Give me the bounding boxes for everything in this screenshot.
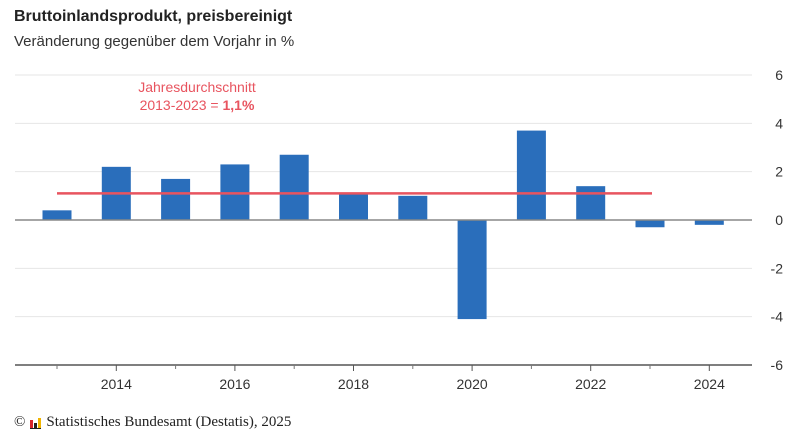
bar-2013 [42, 210, 72, 220]
average-value: 1,1% [222, 97, 254, 113]
gridlines [15, 74, 752, 318]
average-label-title: Jahresdurchschnitt [138, 79, 256, 95]
copyright-symbol: © [14, 414, 26, 430]
bars [42, 130, 724, 320]
y-tick-label: -6 [771, 357, 784, 373]
bar-2024 [694, 220, 724, 225]
x-tick-label: 2014 [101, 376, 132, 392]
x-tick-label: 2024 [694, 376, 725, 392]
average-label-value: 2013-2023 = 1,1% [140, 97, 255, 113]
bar-2022 [576, 186, 606, 220]
bar-2018 [339, 193, 368, 220]
chart-subtitle: Veränderung gegenüber dem Vorjahr in % [14, 33, 295, 50]
x-tick-label: 2016 [219, 376, 250, 392]
x-tick-label: 2022 [575, 376, 606, 392]
x-tick-label: 2020 [457, 376, 488, 392]
x-tick-labels: 2014 2016 2018 2020 2022 2024 [101, 376, 725, 392]
bar-2020 [457, 220, 487, 320]
y-tick-label: 2 [775, 164, 783, 180]
chart-title: Bruttoinlandsprodukt, preisbereinigt [14, 8, 293, 25]
bar-2019 [398, 195, 428, 220]
source-footer: © Statistisches Bundesamt (Destatis), 20… [14, 414, 291, 431]
average-reference: Jahresdurchschnitt 2013-2023 = 1,1% [57, 79, 652, 195]
y-tick-labels: 6 4 2 0 -2 -4 -6 [771, 67, 784, 373]
source-text: Statistisches Bundesamt (Destatis), 2025 [46, 414, 292, 430]
y-tick-label: 6 [775, 67, 783, 83]
destatis-logo-icon [30, 417, 42, 429]
y-tick-label: -4 [771, 309, 784, 325]
bar-2023 [635, 220, 665, 228]
bar-2021 [516, 130, 546, 220]
y-tick-label: -2 [771, 260, 784, 276]
y-tick-label: 0 [775, 212, 783, 228]
y-tick-label: 4 [775, 115, 783, 131]
bar-2015 [161, 178, 191, 220]
bar-2017 [279, 154, 309, 220]
x-tick-label: 2018 [338, 376, 369, 392]
average-period: 2013-2023 = [140, 97, 223, 113]
axes [15, 219, 752, 371]
